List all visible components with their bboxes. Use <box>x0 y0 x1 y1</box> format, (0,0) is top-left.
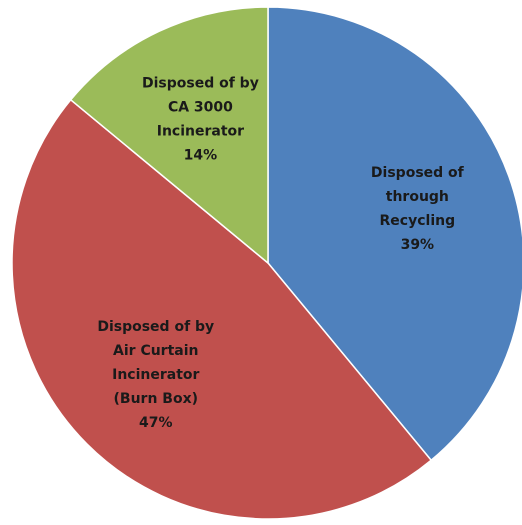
label-line: Incinerator <box>157 123 244 139</box>
label-line: Disposed of <box>371 165 465 181</box>
value-label: 14% <box>184 147 218 163</box>
label-line: Recycling <box>380 213 456 229</box>
pie-slice <box>69 6 269 265</box>
label-line: (Burn Box) <box>114 391 199 407</box>
value-label: 47% <box>139 415 173 431</box>
label-line: Air Curtain <box>113 343 198 359</box>
label-line: Incinerator <box>112 367 199 383</box>
slice-label: Disposed of by Air Curtain Incinerator (Bur… <box>97 319 214 431</box>
slice-label: Disposed of through Recycling 39% <box>371 165 465 253</box>
slice-label: Disposed of by CA 3000 Incinerator 14% <box>142 75 259 163</box>
label-line: CA 3000 <box>168 99 233 115</box>
label-line: Disposed of by <box>142 75 259 91</box>
label-line: Disposed of by <box>97 319 214 335</box>
pie-slice <box>11 98 433 520</box>
pie-slice <box>267 6 522 462</box>
value-label: 39% <box>401 237 435 253</box>
label-line: through <box>386 189 449 205</box>
